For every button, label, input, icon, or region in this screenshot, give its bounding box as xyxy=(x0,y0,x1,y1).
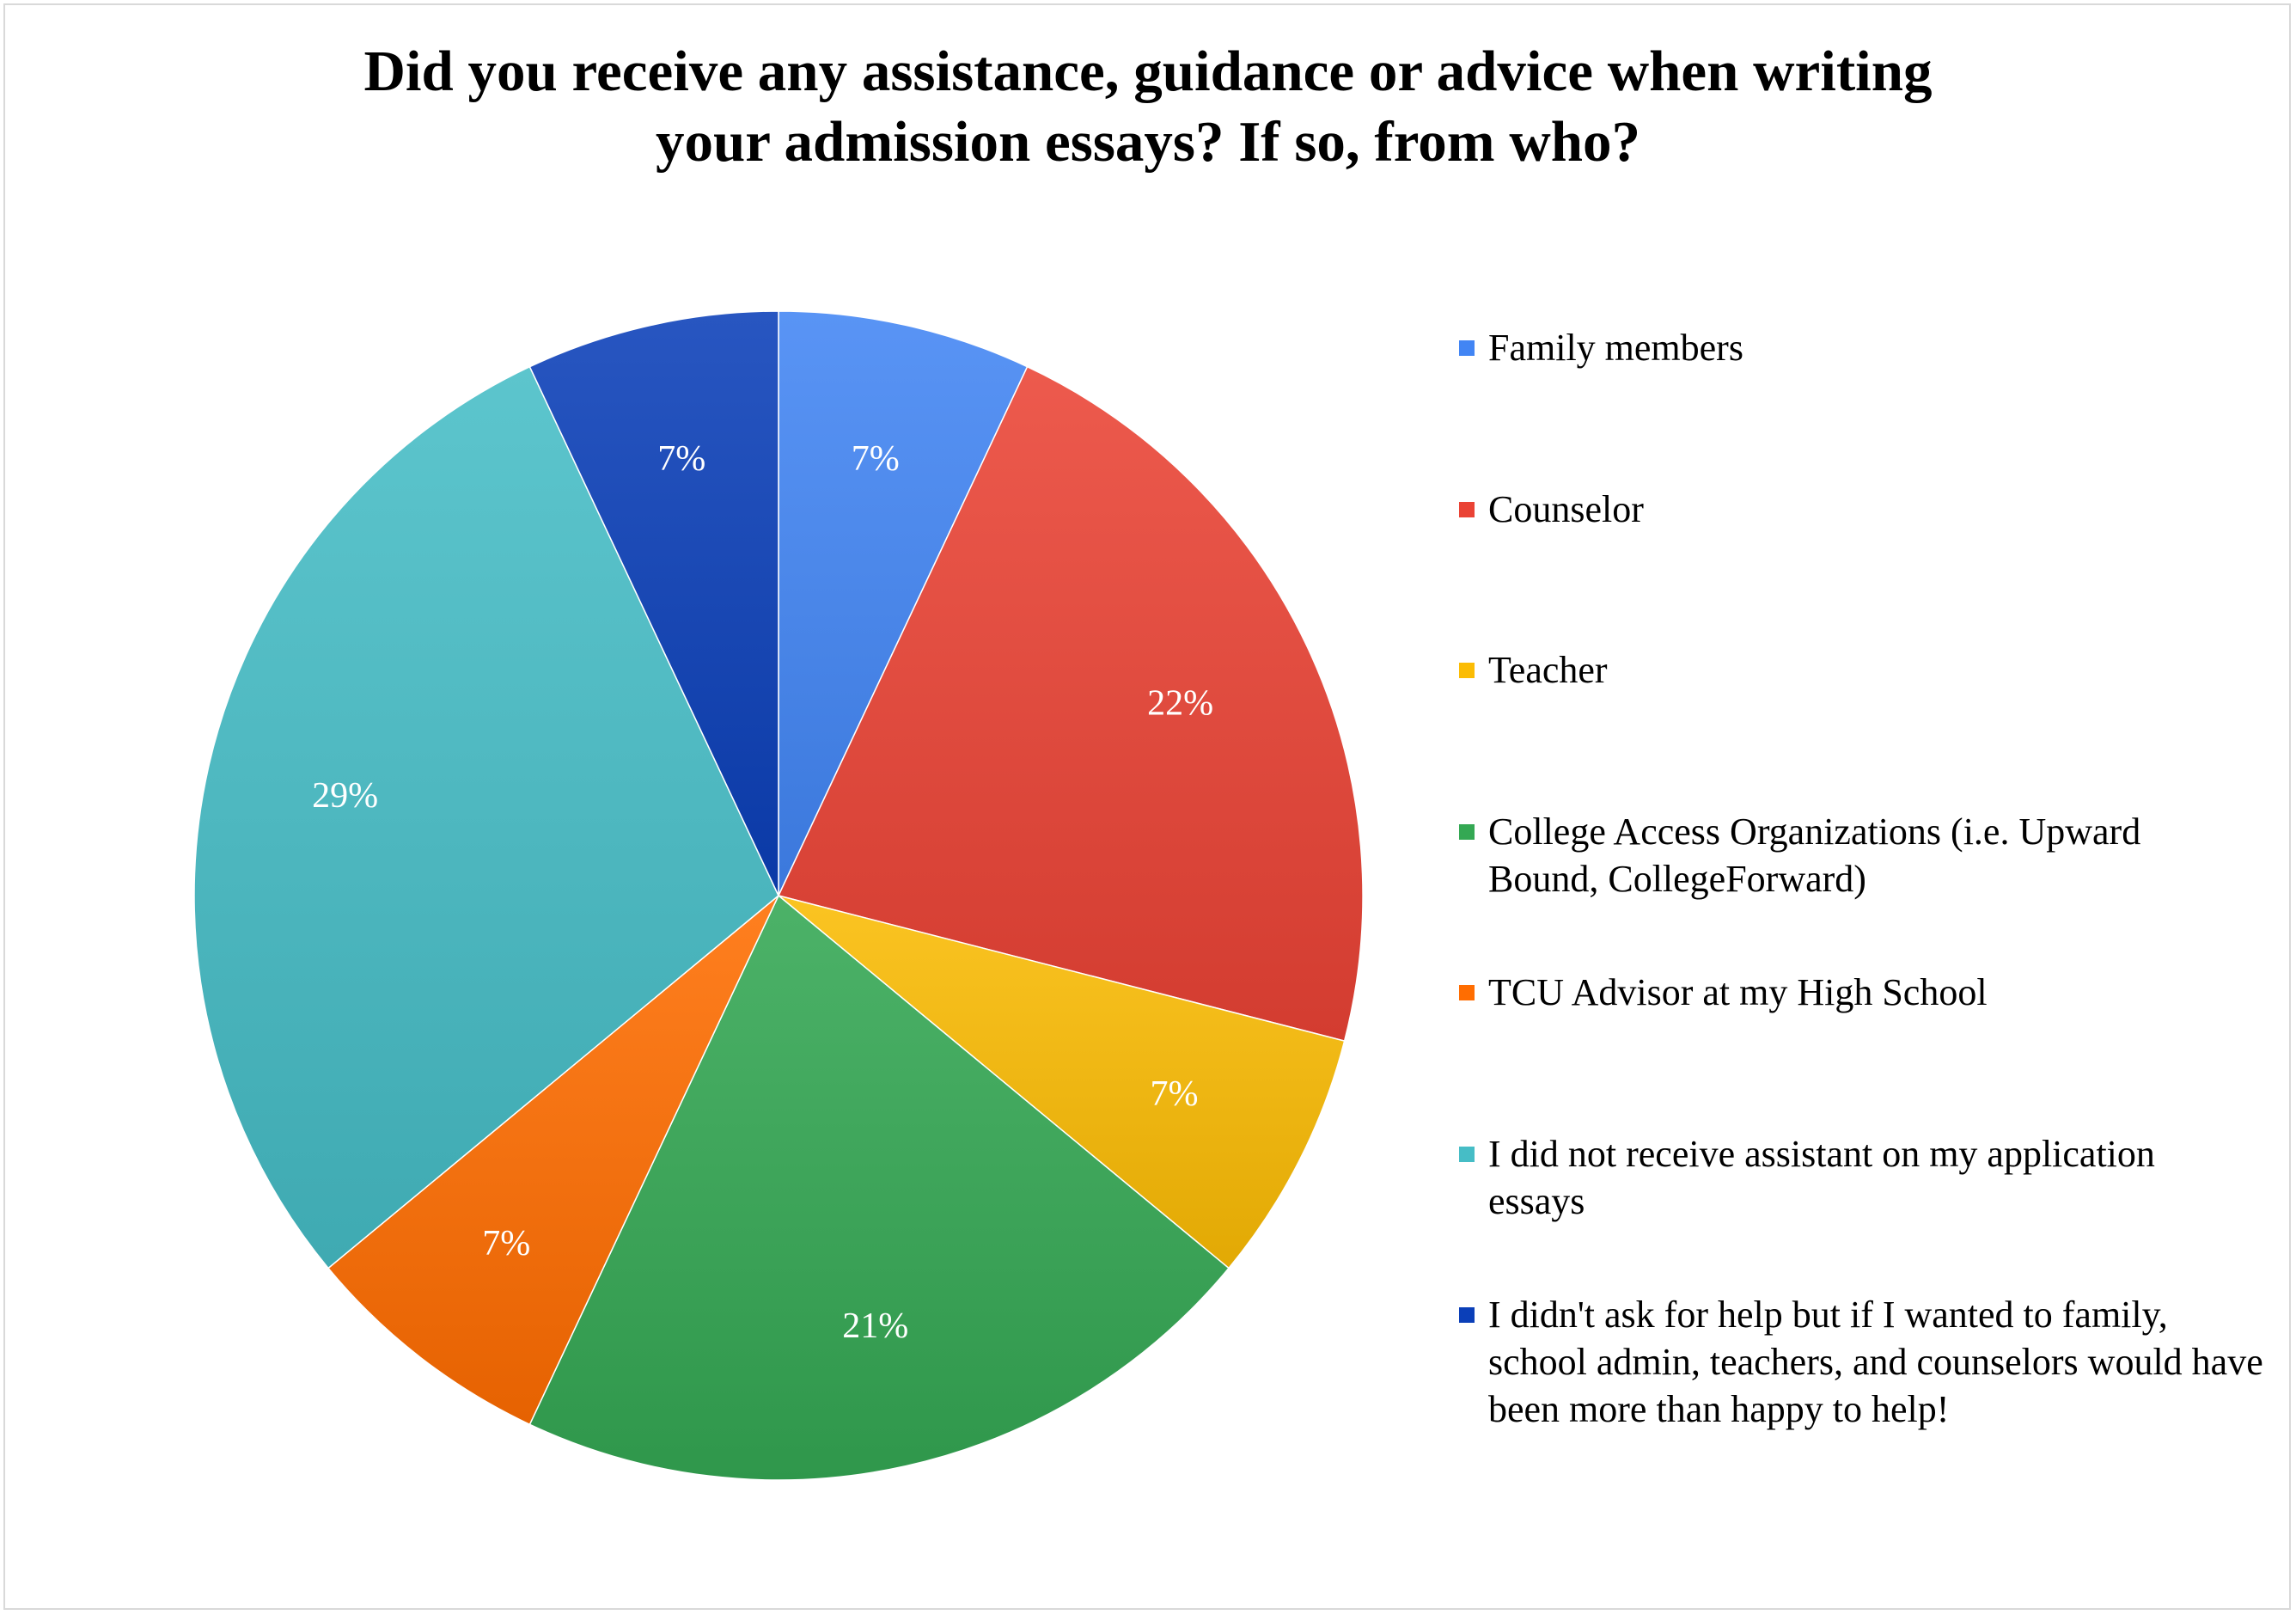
pie-slice xyxy=(777,365,1364,1043)
legend-label: I didn't ask for help but if I wanted to… xyxy=(1488,1294,2263,1430)
pie-slice xyxy=(528,894,1230,1481)
legend-swatch xyxy=(1459,985,1475,1000)
pie-data-labels: 7% 22% 7% 21% 7% 29% 7% xyxy=(312,439,1213,1346)
chart-title-line-1: Did you receive any assistance, guidance… xyxy=(363,40,1933,103)
legend-swatch xyxy=(1459,824,1475,840)
legend-label: Teacher xyxy=(1488,649,1608,691)
pie-data-label: 7% xyxy=(657,439,705,479)
pie-slice xyxy=(327,895,779,1426)
pie-data-label: 21% xyxy=(842,1306,908,1346)
legend-swatch xyxy=(1459,663,1475,678)
legend-label: Counselor xyxy=(1488,488,1644,530)
pie-slice xyxy=(778,895,1346,1269)
chart-title-line-2: your admission essays? If so, from who? xyxy=(656,110,1640,174)
legend-label: TCU Advisor at my High School xyxy=(1488,971,1988,1013)
legend-label: I did not receive assistant on my applic… xyxy=(1488,1133,2155,1222)
pie-data-label: 7% xyxy=(482,1224,530,1263)
pie-slice xyxy=(778,310,1029,896)
legend-label: College Access Organizations (i.e. Upwar… xyxy=(1488,811,2141,900)
pie-data-label: 7% xyxy=(1151,1074,1199,1114)
pie-data-label: 22% xyxy=(1147,684,1213,724)
legend-swatch xyxy=(1459,1147,1475,1162)
pie-slice xyxy=(528,310,779,896)
pie-data-label: 29% xyxy=(312,776,378,816)
legend-swatch xyxy=(1459,502,1475,517)
pie-slice xyxy=(193,365,779,1269)
legend-swatch xyxy=(1459,340,1475,356)
legend-swatch xyxy=(1459,1307,1475,1323)
chart-title: Did you receive any assistance, guidance… xyxy=(0,36,2296,177)
pie-slices xyxy=(193,310,1364,1481)
pie-data-label: 7% xyxy=(852,439,900,479)
legend-label: Family members xyxy=(1488,327,1743,369)
